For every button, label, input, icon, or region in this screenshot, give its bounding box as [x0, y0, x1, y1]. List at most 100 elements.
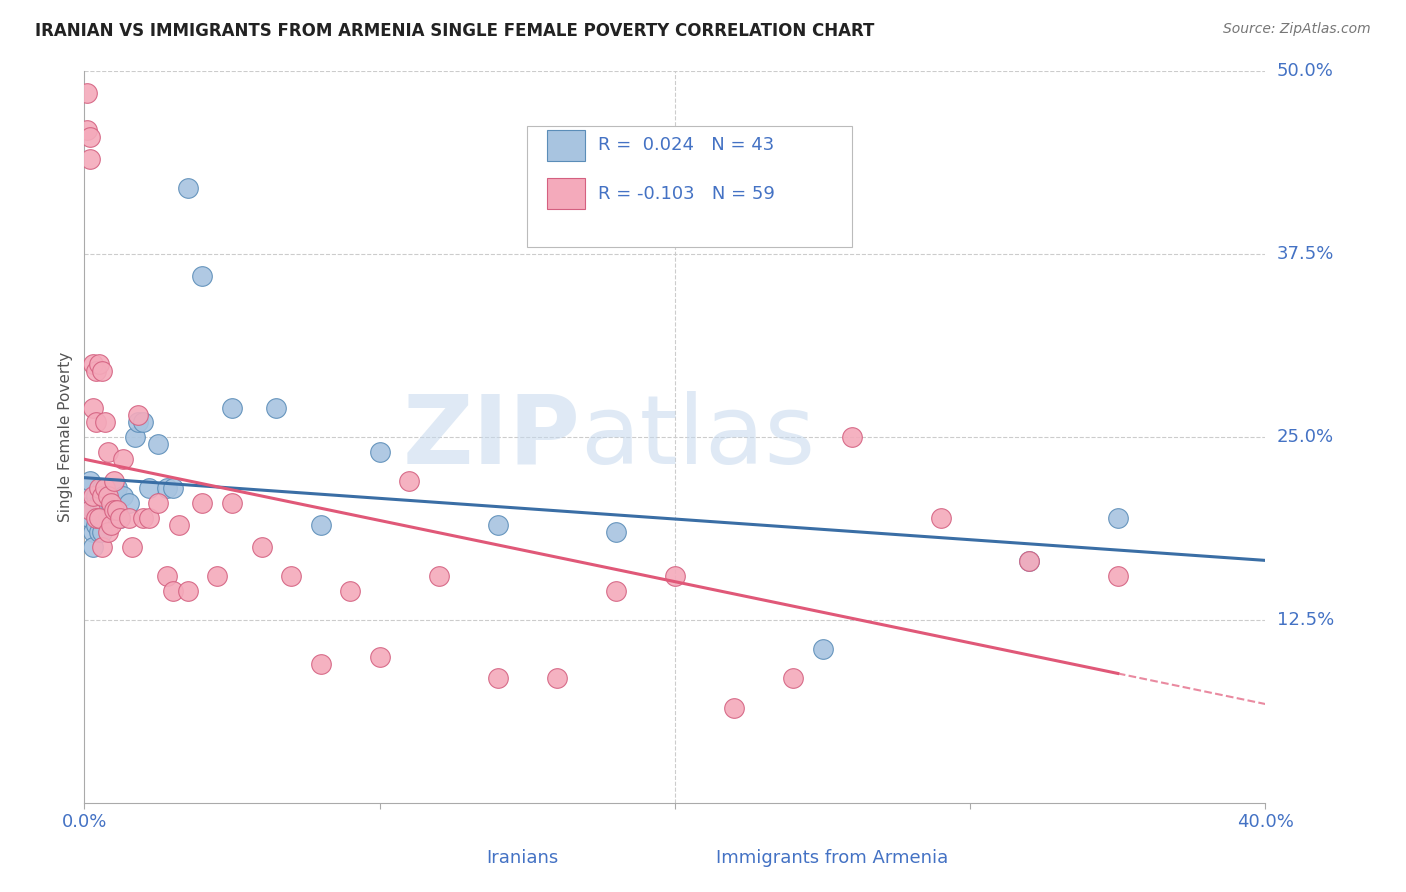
- Point: [97, 444, 120, 458]
- Text: ZIP: ZIP: [402, 391, 581, 483]
- Point: [929, 510, 952, 524]
- Point: [1107, 569, 1129, 583]
- Point: [368, 444, 391, 458]
- Point: [97, 510, 120, 524]
- FancyBboxPatch shape: [547, 130, 585, 161]
- Point: [605, 583, 627, 598]
- Point: [266, 401, 288, 415]
- Point: [91, 540, 114, 554]
- Point: [221, 401, 243, 415]
- Point: [76, 87, 98, 101]
- Text: Immigrants from Armenia: Immigrants from Armenia: [716, 849, 949, 867]
- Point: [156, 569, 179, 583]
- Text: atlas: atlas: [581, 391, 815, 483]
- Point: [97, 489, 120, 503]
- Point: [121, 540, 143, 554]
- Point: [191, 496, 214, 510]
- Point: [1018, 554, 1040, 568]
- Point: [221, 496, 243, 510]
- Point: [91, 489, 114, 503]
- Point: [94, 416, 117, 430]
- Point: [156, 481, 179, 495]
- Point: [105, 503, 128, 517]
- Point: [94, 481, 117, 495]
- Point: [782, 672, 804, 686]
- Point: [605, 525, 627, 540]
- Text: 37.5%: 37.5%: [1277, 245, 1334, 263]
- Point: [111, 489, 134, 503]
- Point: [84, 510, 107, 524]
- Point: [1018, 554, 1040, 568]
- Point: [207, 569, 229, 583]
- Point: [280, 569, 302, 583]
- Point: [138, 481, 160, 495]
- Point: [100, 517, 122, 532]
- Point: [841, 430, 863, 444]
- Point: [82, 540, 104, 554]
- Point: [132, 510, 155, 524]
- Point: [100, 503, 122, 517]
- Point: [76, 496, 98, 510]
- Point: [82, 401, 104, 415]
- Point: [79, 503, 101, 517]
- Point: [368, 649, 391, 664]
- Point: [79, 130, 101, 145]
- Point: [486, 517, 509, 532]
- Point: [118, 496, 141, 510]
- Point: [87, 481, 111, 495]
- Text: Iranians: Iranians: [486, 849, 558, 867]
- Point: [82, 503, 104, 517]
- Point: [103, 481, 125, 495]
- FancyBboxPatch shape: [527, 126, 852, 247]
- Text: Source: ZipAtlas.com: Source: ZipAtlas.com: [1223, 22, 1371, 37]
- Point: [111, 452, 134, 467]
- Point: [148, 496, 170, 510]
- Point: [87, 525, 111, 540]
- Point: [82, 525, 104, 540]
- Point: [76, 123, 98, 137]
- FancyBboxPatch shape: [444, 846, 478, 871]
- Point: [138, 510, 160, 524]
- Point: [84, 416, 107, 430]
- Point: [103, 474, 125, 488]
- Point: [127, 416, 149, 430]
- Point: [177, 181, 200, 195]
- Point: [250, 540, 273, 554]
- Point: [162, 583, 184, 598]
- Point: [79, 152, 101, 166]
- Point: [79, 474, 101, 488]
- Text: 25.0%: 25.0%: [1277, 428, 1334, 446]
- Point: [91, 364, 114, 378]
- Point: [1107, 510, 1129, 524]
- Point: [87, 357, 111, 371]
- Point: [132, 416, 155, 430]
- Point: [103, 503, 125, 517]
- Point: [309, 517, 332, 532]
- FancyBboxPatch shape: [675, 846, 709, 871]
- Point: [79, 510, 101, 524]
- Point: [177, 583, 200, 598]
- Point: [108, 510, 131, 524]
- Text: 12.5%: 12.5%: [1277, 611, 1334, 629]
- Text: 50.0%: 50.0%: [1277, 62, 1333, 80]
- Point: [162, 481, 184, 495]
- Point: [664, 569, 686, 583]
- Point: [87, 510, 111, 524]
- Point: [100, 496, 122, 510]
- Point: [427, 569, 450, 583]
- Point: [108, 510, 131, 524]
- Point: [97, 525, 120, 540]
- Point: [79, 503, 101, 517]
- Point: [105, 481, 128, 495]
- Point: [124, 430, 146, 444]
- Point: [82, 357, 104, 371]
- Point: [546, 672, 568, 686]
- Point: [723, 700, 745, 714]
- Point: [84, 517, 107, 532]
- Point: [167, 517, 190, 532]
- Point: [191, 269, 214, 284]
- Point: [91, 481, 114, 495]
- Point: [82, 489, 104, 503]
- Point: [84, 364, 107, 378]
- FancyBboxPatch shape: [547, 178, 585, 209]
